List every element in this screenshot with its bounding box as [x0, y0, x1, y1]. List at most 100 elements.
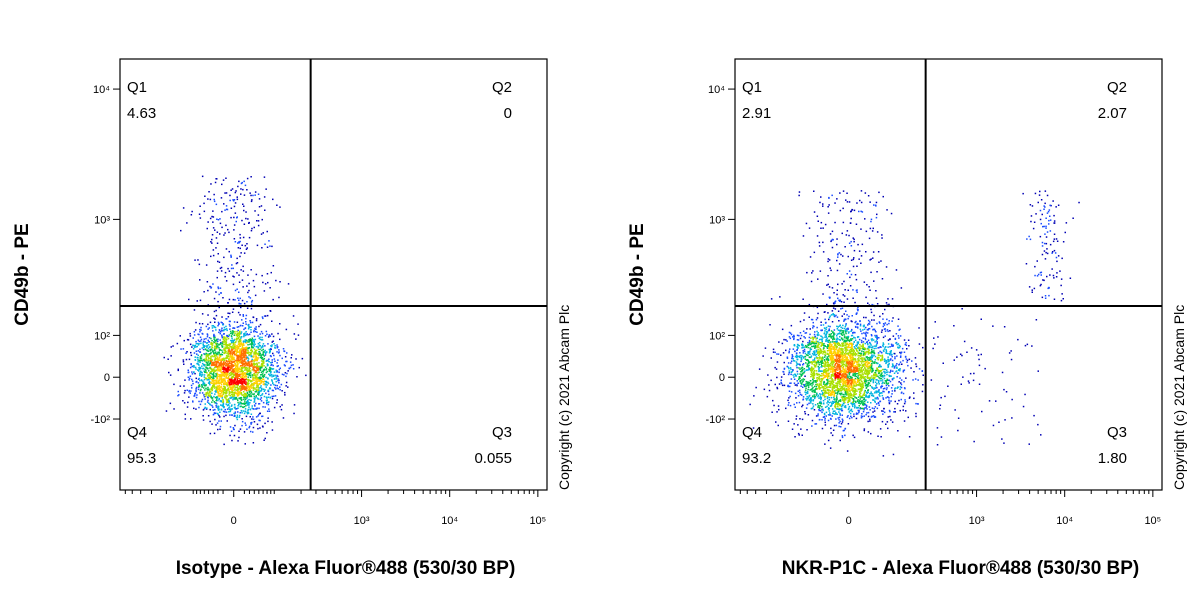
event-dot [279, 281, 281, 283]
event-dot [862, 375, 864, 377]
event-dot [189, 359, 191, 361]
event-dot [266, 432, 268, 434]
event-dot [228, 338, 230, 340]
event-dot [217, 362, 219, 364]
event-dot [245, 355, 247, 357]
event-dot [254, 388, 256, 390]
event-dot [286, 373, 288, 375]
event-dot [243, 407, 245, 409]
event-dot [216, 366, 218, 368]
event-dot [231, 355, 233, 357]
event-dot [845, 407, 847, 409]
event-dot [234, 339, 236, 341]
event-dot [224, 344, 226, 346]
event-dot [876, 323, 878, 325]
event-dot [286, 352, 288, 354]
event-dot [874, 345, 876, 347]
event-dot [256, 220, 258, 222]
event-dot [227, 313, 229, 315]
event-dot [237, 415, 239, 417]
event-dot [267, 411, 269, 413]
event-dot [259, 337, 261, 339]
event-dot [202, 368, 204, 370]
event-dot [259, 345, 261, 347]
event-dot [222, 374, 224, 376]
event-dot [219, 233, 221, 235]
event-dot [247, 400, 249, 402]
event-dot [267, 417, 269, 419]
event-dot [228, 388, 230, 390]
event-dot [249, 370, 251, 372]
event-dot [196, 353, 198, 355]
event-dot [231, 268, 233, 270]
event-dot [277, 399, 279, 401]
event-dot [247, 218, 249, 220]
event-dot [796, 365, 798, 367]
event-dot [884, 375, 886, 377]
event-dot [214, 298, 216, 300]
event-dot [919, 343, 921, 345]
event-dot [214, 393, 216, 395]
event-dot [251, 304, 253, 306]
event-dot [853, 371, 855, 373]
event-dot [221, 386, 223, 388]
event-dot [840, 308, 842, 310]
event-dot [252, 431, 254, 433]
event-dot [829, 410, 831, 412]
event-dot [257, 394, 259, 396]
event-dot [227, 229, 229, 231]
event-dot [835, 403, 837, 405]
event-dot [269, 245, 271, 247]
event-dot [199, 373, 201, 375]
event-dot [244, 397, 246, 399]
event-dot [234, 384, 236, 386]
event-dot [256, 389, 258, 391]
event-dot [203, 346, 205, 348]
event-dot [258, 366, 260, 368]
event-dot [207, 375, 209, 377]
event-dot [238, 274, 240, 276]
event-dot [241, 336, 243, 338]
event-dot [915, 413, 917, 415]
event-dot [866, 412, 868, 414]
event-dot [230, 398, 232, 400]
event-dot [250, 332, 252, 334]
event-dot [204, 383, 206, 385]
event-dot [228, 377, 230, 379]
event-dot [892, 370, 894, 372]
event-dot [874, 410, 876, 412]
event-dot [206, 372, 208, 374]
event-dot [197, 334, 199, 336]
event-dot [251, 350, 253, 352]
event-dot [260, 387, 262, 389]
event-dot [891, 396, 893, 398]
event-dot [260, 368, 262, 370]
event-dot [214, 409, 216, 411]
event-dot [267, 421, 269, 423]
event-dot [841, 423, 843, 425]
event-dot [875, 330, 877, 332]
event-dot [191, 379, 193, 381]
event-dot [208, 415, 210, 417]
event-dot [871, 334, 873, 336]
event-dot [249, 389, 251, 391]
event-dot [237, 371, 239, 373]
event-dot [231, 347, 233, 349]
event-dot [209, 392, 211, 394]
event-dot [224, 346, 226, 348]
event-dot [276, 370, 278, 372]
event-dot [229, 334, 231, 336]
event-dot [270, 397, 272, 399]
event-dot [217, 368, 219, 370]
event-dot [232, 408, 234, 410]
event-dot [218, 415, 220, 417]
event-dot [243, 364, 245, 366]
event-dot [237, 349, 239, 351]
event-dot [871, 395, 873, 397]
event-dot [244, 404, 246, 406]
event-dot [222, 297, 224, 299]
event-dot [922, 347, 924, 349]
event-dot [207, 334, 209, 336]
event-dot [812, 395, 814, 397]
event-dot [209, 337, 211, 339]
